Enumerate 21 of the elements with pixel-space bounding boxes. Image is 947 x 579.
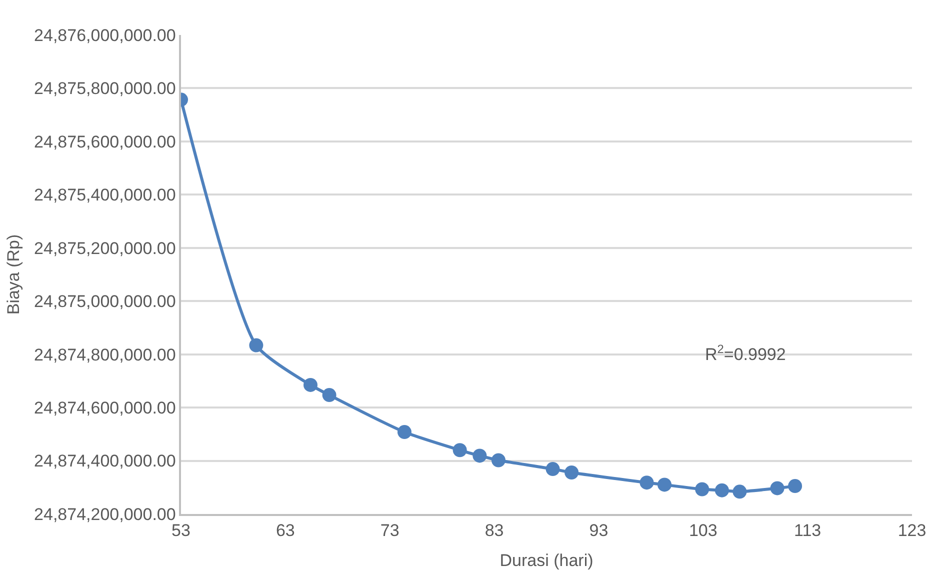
y-tick-label: 24,875,000,000.00 (34, 292, 176, 312)
y-tick-label: 24,875,800,000.00 (34, 79, 176, 98)
y-tick-label: 24,874,600,000.00 (34, 398, 176, 418)
y-tick-label: 24,874,200,000.00 (34, 504, 176, 524)
y-tick-label: 24,875,400,000.00 (34, 186, 176, 205)
y-tick-label: 24,874,400,000.00 (34, 452, 176, 471)
x-tick-label: 73 (380, 521, 400, 540)
x-tick-label: 93 (589, 521, 608, 540)
x-tick-label: 123 (898, 521, 926, 540)
x-axis-title: Durasi (hari) (500, 551, 594, 570)
x-tick-label: 53 (172, 521, 190, 540)
y-tick-label: 24,876,000,000.00 (34, 26, 176, 45)
x-tick-label: 83 (484, 521, 504, 540)
x-tick-label: 63 (276, 521, 295, 540)
annotation: R$^{2}$=0.9992 (705, 342, 786, 364)
y-tick-label: 24,875,600,000.00 (34, 132, 176, 152)
y-tick-label: 24,875,200,000.00 (34, 238, 176, 258)
x-tick-label: 103 (688, 521, 718, 540)
x-tick-label: 113 (794, 521, 822, 540)
y-axis-title: Biaya (Rp) (4, 234, 24, 315)
y-tick-label: 24,874,800,000.00 (34, 345, 176, 364)
